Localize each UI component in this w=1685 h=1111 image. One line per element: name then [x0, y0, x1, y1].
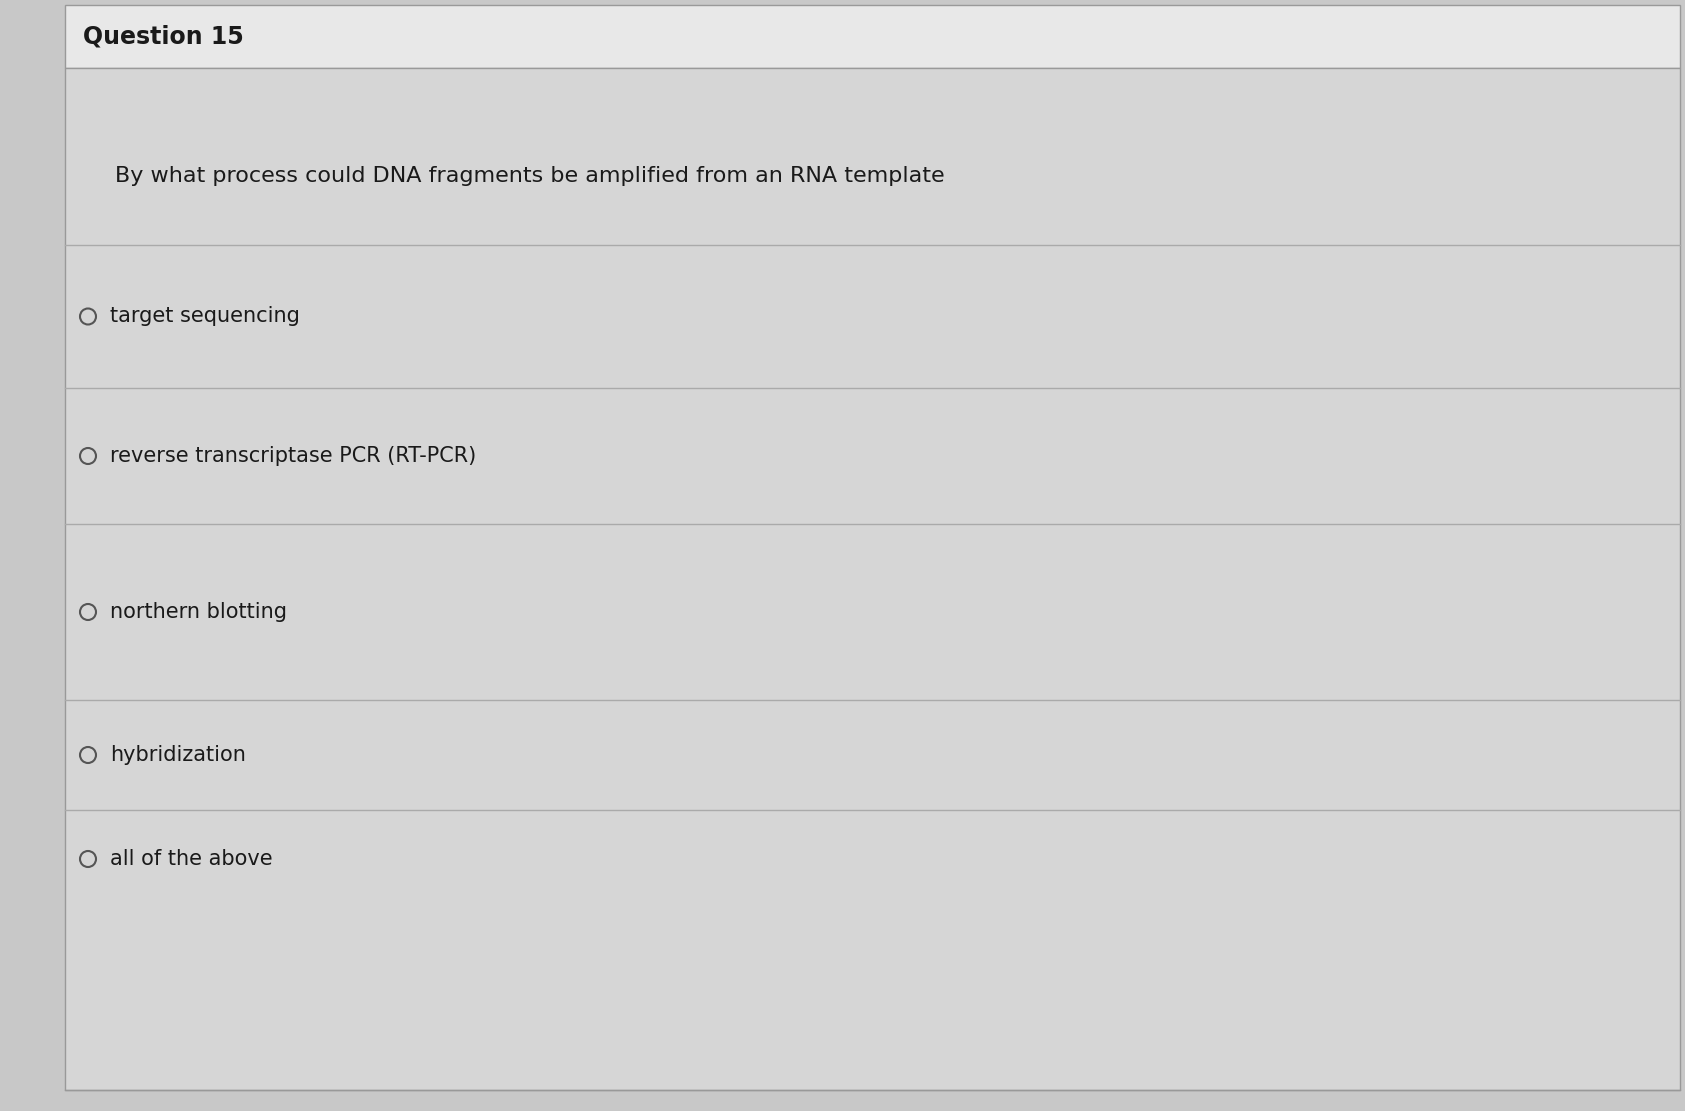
Text: reverse transcriptase PCR (RT-PCR): reverse transcriptase PCR (RT-PCR) — [110, 446, 477, 466]
Text: all of the above: all of the above — [110, 849, 273, 869]
Text: target sequencing: target sequencing — [110, 307, 300, 327]
Bar — [66, 6, 1680, 68]
Text: hybridization: hybridization — [110, 745, 246, 765]
Text: northern blotting: northern blotting — [110, 602, 286, 622]
Text: By what process could DNA fragments be amplified from an RNA template: By what process could DNA fragments be a… — [115, 167, 945, 187]
Text: Question 15: Question 15 — [83, 24, 244, 49]
